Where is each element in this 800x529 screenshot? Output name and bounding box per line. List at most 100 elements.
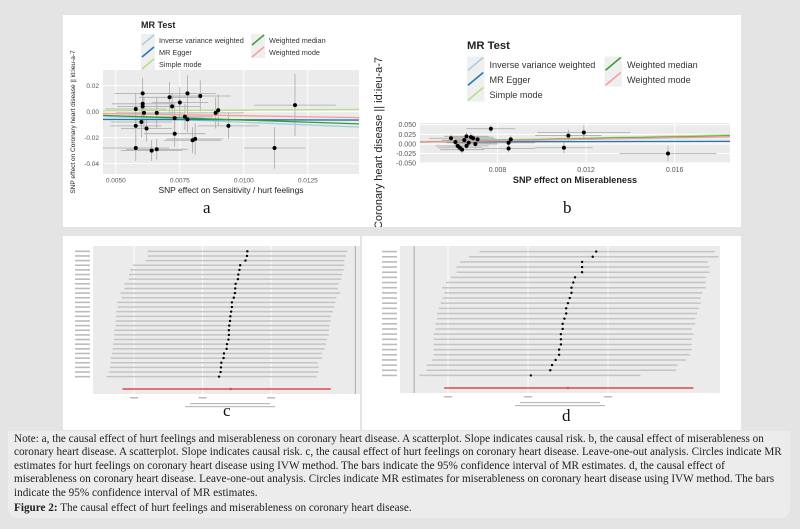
data-point bbox=[471, 136, 476, 141]
snp-label-illegible bbox=[382, 359, 397, 361]
data-point bbox=[460, 147, 465, 152]
snp-label-illegible bbox=[382, 276, 397, 279]
estimate-point bbox=[227, 333, 231, 337]
data-point bbox=[177, 100, 182, 105]
x-axis-label: SNP effect on Sensitivity / hurt feeling… bbox=[158, 185, 303, 195]
estimate-point bbox=[570, 286, 573, 289]
legend-label: MR Egger bbox=[490, 75, 531, 85]
snp-label-illegible bbox=[75, 269, 90, 271]
y-tick-label: -0.04 bbox=[84, 161, 99, 168]
snp-label-illegible bbox=[382, 286, 397, 289]
x-tick-label-illegible bbox=[198, 397, 207, 399]
snp-label-illegible bbox=[75, 371, 90, 373]
forest-plot-c bbox=[75, 246, 360, 408]
estimate-point bbox=[217, 375, 221, 378]
snp-label-illegible bbox=[75, 306, 90, 308]
estimate-point bbox=[238, 264, 242, 267]
estimate-point bbox=[554, 358, 557, 362]
snp-label-illegible bbox=[382, 353, 397, 356]
snp-label-illegible bbox=[75, 334, 90, 336]
snp-label-illegible bbox=[382, 292, 397, 294]
snp-label-illegible bbox=[75, 255, 90, 257]
x-tick-label-illegible bbox=[444, 396, 452, 398]
legend-key-line bbox=[141, 34, 155, 46]
data-point bbox=[449, 136, 453, 141]
snp-label-illegible bbox=[75, 283, 90, 285]
overall-estimate-point bbox=[229, 387, 232, 391]
data-point bbox=[154, 147, 159, 152]
estimate-point bbox=[570, 291, 573, 295]
legend-key-line bbox=[605, 56, 622, 71]
y-tick-label: -0.025 bbox=[396, 151, 416, 158]
estimate-point bbox=[244, 259, 247, 262]
data-point bbox=[466, 140, 471, 145]
y-tick-label: 0.000 bbox=[398, 141, 416, 148]
snp-label-illegible bbox=[382, 348, 397, 351]
snp-label-illegible bbox=[382, 302, 397, 304]
estimate-point bbox=[225, 342, 229, 346]
data-point bbox=[140, 104, 145, 109]
scatter-panel: MR Test Inverse variance weighted MR Egger… bbox=[63, 15, 741, 227]
data-point bbox=[149, 148, 154, 153]
estimate-point bbox=[591, 255, 594, 258]
snp-label-illegible bbox=[75, 329, 90, 332]
legend-key-line bbox=[467, 56, 484, 71]
snp-label-illegible bbox=[75, 324, 90, 327]
y-tick-label: -0.050 bbox=[396, 160, 416, 167]
snp-label-illegible bbox=[382, 338, 397, 341]
estimate-point bbox=[557, 353, 561, 356]
snp-label-illegible bbox=[382, 297, 397, 299]
legend-key-line bbox=[251, 34, 265, 46]
panel-label-d: d bbox=[562, 406, 571, 425]
snp-label-illegible bbox=[75, 338, 90, 341]
y-axis-label: Coronary heart disease || id:ieu-a-7 bbox=[373, 57, 385, 227]
legend-title: MR Test bbox=[467, 40, 510, 52]
snp-label-illegible bbox=[75, 375, 90, 378]
legend-label: Weighted median bbox=[269, 36, 326, 45]
snp-label-illegible bbox=[382, 281, 397, 284]
snp-label-illegible bbox=[75, 361, 90, 364]
estimate-point bbox=[529, 374, 533, 377]
snp-label-illegible bbox=[75, 348, 90, 350]
data-point bbox=[475, 137, 480, 142]
estimate-point bbox=[595, 250, 598, 253]
data-point bbox=[133, 123, 138, 128]
data-point bbox=[216, 108, 221, 113]
snp-label-illegible bbox=[382, 343, 397, 346]
regression-line bbox=[102, 115, 360, 128]
estimate-point bbox=[237, 273, 240, 276]
y-axis-label: SNP effect on Coronary heart disease || … bbox=[70, 50, 77, 194]
x-axis-label-illegible bbox=[515, 405, 605, 407]
x-tick-label-illegible bbox=[524, 396, 532, 398]
snp-label-illegible bbox=[382, 374, 397, 377]
estimate-point bbox=[230, 305, 234, 309]
snp-label-illegible bbox=[382, 255, 397, 258]
data-point bbox=[172, 131, 177, 136]
legend-key-line bbox=[467, 71, 484, 86]
estimate-point bbox=[245, 254, 249, 258]
snp-label-illegible bbox=[382, 271, 397, 274]
snp-label-illegible bbox=[75, 259, 90, 262]
data-point bbox=[213, 110, 218, 115]
snp-label-illegible bbox=[382, 328, 397, 330]
snp-label-illegible bbox=[382, 250, 397, 253]
estimate-point bbox=[580, 271, 584, 274]
data-point bbox=[170, 104, 175, 109]
estimate-point bbox=[230, 301, 234, 304]
regression-line bbox=[102, 108, 360, 112]
snp-label-illegible bbox=[382, 369, 397, 372]
data-point bbox=[506, 140, 511, 145]
estimate-point bbox=[234, 287, 237, 290]
estimate-point bbox=[220, 361, 223, 364]
snp-label-illegible bbox=[75, 264, 90, 267]
estimate-point bbox=[222, 356, 225, 360]
data-point bbox=[167, 95, 172, 100]
estimate-point bbox=[229, 310, 233, 313]
regression-line bbox=[419, 135, 731, 143]
forest-plot-d bbox=[382, 246, 720, 407]
data-point bbox=[473, 141, 478, 146]
y-tick-label: 0.02 bbox=[86, 83, 99, 90]
data-point bbox=[144, 126, 149, 131]
legend-label: Simple mode bbox=[490, 90, 543, 100]
snp-label-illegible bbox=[382, 323, 397, 325]
